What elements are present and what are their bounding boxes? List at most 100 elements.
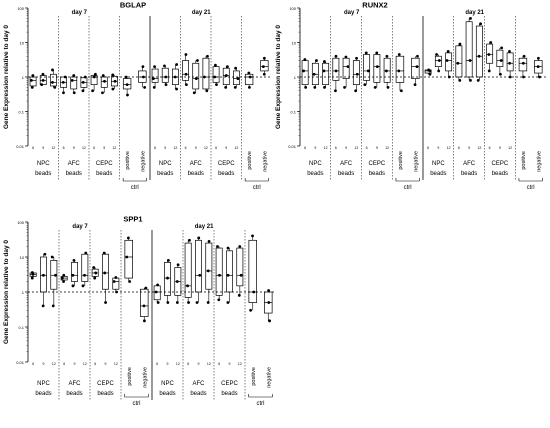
- y-tick-label: 10: [20, 41, 25, 46]
- group-sublabel: 12: [83, 362, 87, 366]
- ctrl-label: positive: [398, 151, 404, 170]
- data-point: [398, 53, 401, 56]
- data-point: [251, 235, 254, 238]
- group-sublabel: 6: [154, 146, 156, 150]
- y-tick-label: 0.01: [16, 360, 25, 365]
- group-sublabel: 6: [489, 146, 491, 150]
- ctrl-bracket-label: ctrl: [253, 185, 261, 191]
- chart-title: SPP1: [123, 215, 142, 224]
- data-point: [458, 79, 461, 82]
- y-tick-label: 10: [20, 255, 25, 260]
- data-point: [500, 46, 503, 49]
- data-point: [263, 57, 266, 60]
- data-point: [185, 53, 188, 56]
- group-label: AFC: [463, 161, 476, 167]
- group-label: AFC: [68, 161, 81, 167]
- data-point: [185, 83, 188, 86]
- box: [446, 53, 452, 71]
- group-sublabel: 12: [354, 146, 358, 150]
- data-point: [237, 77, 240, 80]
- data-point: [355, 57, 358, 60]
- data-point: [62, 274, 65, 277]
- box: [456, 46, 462, 77]
- data-point: [31, 277, 34, 280]
- data-point: [31, 74, 34, 77]
- timepoint-label: day 21: [192, 10, 211, 16]
- box: [237, 248, 243, 286]
- box: [102, 254, 108, 289]
- group-label: NPC: [37, 381, 50, 387]
- data-point: [225, 74, 228, 77]
- y-tick-label: 1: [22, 75, 25, 80]
- data-point: [167, 259, 170, 262]
- box: [343, 58, 349, 78]
- data-point: [176, 280, 179, 283]
- box: [302, 61, 308, 85]
- box: [162, 68, 168, 82]
- data-point: [196, 59, 199, 62]
- group-label: CEPC: [218, 161, 235, 167]
- group-sublabel-beads: beads: [369, 171, 385, 177]
- data-point: [267, 289, 270, 292]
- ctrl-bracket-label: ctrl: [404, 185, 412, 191]
- data-point: [111, 74, 114, 77]
- data-point: [354, 89, 357, 92]
- timepoint-label: day 7: [72, 224, 88, 230]
- group-sublabel: 12: [204, 146, 208, 150]
- data-point: [195, 77, 198, 80]
- data-point: [508, 50, 511, 53]
- group-label: CEPC: [492, 161, 509, 167]
- data-point: [127, 237, 130, 240]
- group-sublabel-beads: beads: [221, 391, 237, 397]
- data-point: [446, 59, 449, 62]
- data-point: [323, 60, 326, 63]
- data-point: [84, 252, 87, 255]
- data-point: [456, 62, 459, 65]
- ctrl-bracket: [123, 178, 146, 181]
- data-point: [478, 55, 481, 58]
- data-point: [234, 86, 237, 89]
- data-point: [176, 301, 179, 304]
- data-point: [489, 41, 492, 44]
- data-point: [73, 259, 76, 262]
- data-point: [376, 65, 379, 68]
- data-point: [84, 76, 87, 79]
- group-sublabel-beads: beads: [218, 171, 234, 177]
- data-point: [227, 247, 230, 250]
- chart-spp1: 0.010.1110100Gene Expression relative to…: [3, 215, 276, 408]
- data-point: [500, 59, 503, 62]
- group-sublabel: 9: [499, 146, 501, 150]
- data-point: [92, 266, 95, 269]
- data-point: [61, 277, 64, 280]
- data-point: [197, 237, 200, 240]
- data-point: [156, 283, 159, 286]
- data-point: [522, 76, 525, 79]
- group-sublabel: 6: [93, 146, 95, 150]
- y-axis-label: Gene Expression relative to day 0: [275, 25, 282, 129]
- group-label: NPC: [432, 161, 445, 167]
- data-point: [157, 301, 160, 304]
- y-tick-label: 100: [289, 6, 296, 11]
- group-sublabel-beads: beads: [338, 171, 354, 177]
- y-tick-label: 0.1: [18, 325, 24, 330]
- box: [183, 61, 189, 81]
- data-point: [240, 274, 243, 277]
- ctrl-label: negative: [536, 151, 542, 172]
- data-point: [153, 65, 156, 68]
- data-point: [196, 301, 199, 304]
- ctrl-label: negative: [142, 367, 148, 388]
- data-point: [198, 274, 201, 277]
- data-point: [238, 294, 241, 297]
- data-point: [82, 81, 85, 84]
- group-sublabel: 6: [366, 146, 368, 150]
- data-point: [268, 319, 271, 322]
- ctrl-label: positive: [251, 367, 257, 386]
- group-sublabel: 9: [195, 146, 197, 150]
- group-sublabel-beads: beads: [307, 171, 323, 177]
- data-point: [509, 76, 512, 79]
- data-point: [91, 89, 94, 92]
- data-point: [126, 94, 129, 97]
- box: [125, 240, 133, 278]
- box: [353, 61, 359, 85]
